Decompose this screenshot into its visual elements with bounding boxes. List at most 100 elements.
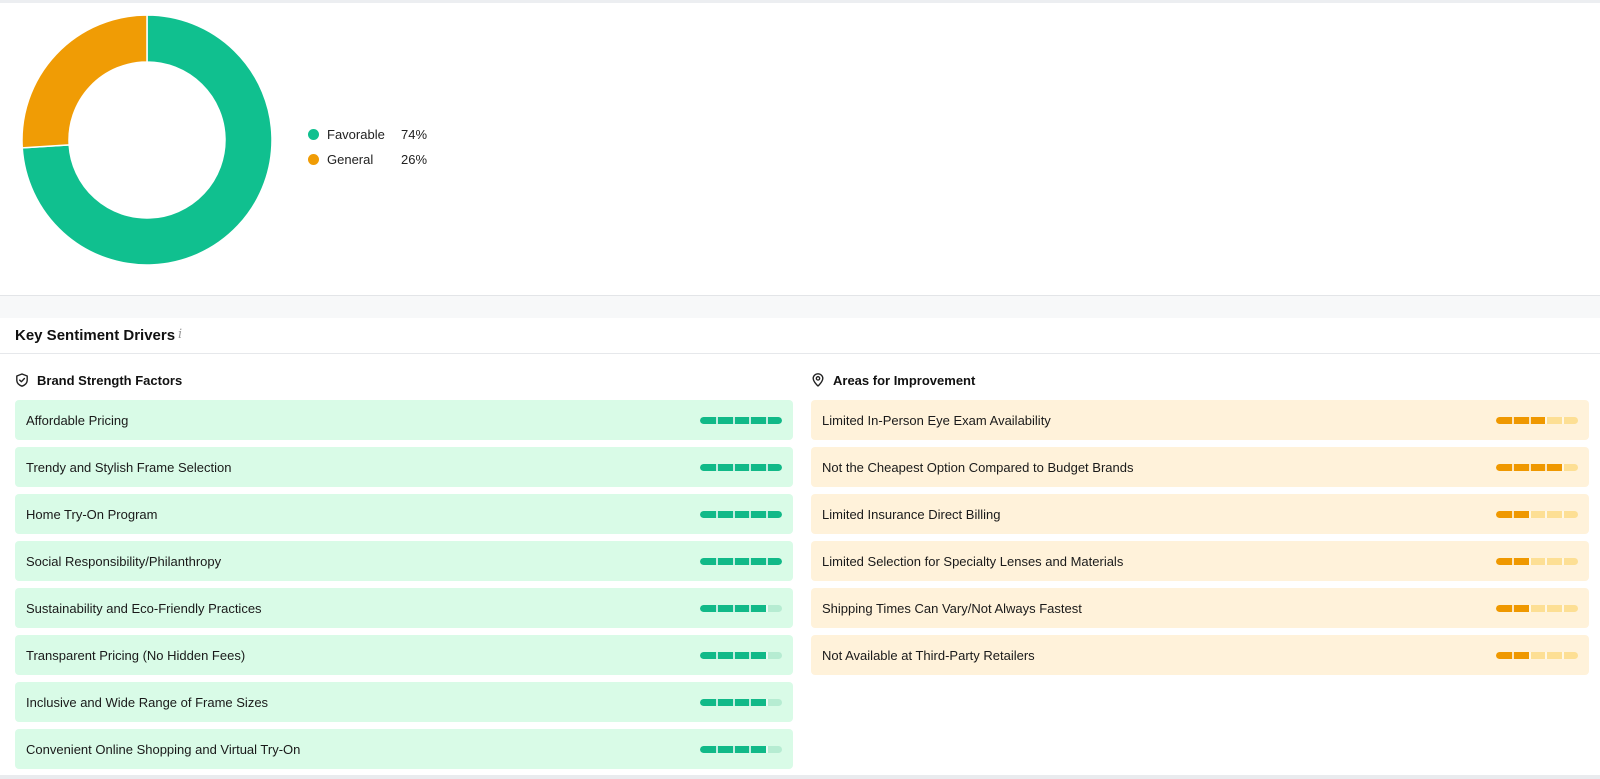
shield-check-icon [16,373,28,387]
location-pin-icon [812,373,824,387]
bar-segment-gap [749,651,752,659]
bar-segment-gap [749,463,752,471]
driver-item[interactable]: Not the Cheapest Option Compared to Budg… [811,447,1589,487]
bar-segment-gap [1545,557,1548,565]
legend-dot-general [308,154,319,165]
bar-segment-gap [1528,604,1531,612]
bar-segment-gap [1528,651,1531,659]
bar-segment-gap [716,651,719,659]
driver-item[interactable]: Home Try-On Program [15,494,793,534]
driver-item[interactable]: Limited Selection for Specialty Lenses a… [811,541,1589,581]
bar-segment-gap [1561,651,1564,659]
bar-segment-gap [1528,463,1531,471]
driver-label: Social Responsibility/Philanthropy [26,553,222,569]
driver-label: Transparent Pricing (No Hidden Fees) [26,647,246,663]
bar-segment-gap [1561,463,1564,471]
bar-segment-gap [765,416,768,424]
driver-score-bar [700,416,782,424]
driver-label: Inclusive and Wide Range of Frame Sizes [26,694,269,710]
bar-segment-gap [716,698,719,706]
bar-segment-gap [1512,557,1515,565]
bar-segment-gap [1512,416,1515,424]
driver-score-fill [700,557,782,565]
column-title: Brand Strength Factors [37,372,183,388]
legend-label: Favorable [327,127,385,142]
areas-for-improvement-list: Limited In-Person Eye Exam Availability N… [811,400,1589,675]
bar-segment-gap [749,510,752,518]
section-gap [0,296,1600,318]
bar-segment-gap [732,745,735,753]
bar-segment-gap [716,510,719,518]
driver-item[interactable]: Sustainability and Eco-Friendly Practice… [15,588,793,628]
legend-dot-favorable [308,129,319,140]
brand-strength-list: Affordable Pricing Trendy and Stylish Fra… [15,400,793,769]
section-divider [0,295,1600,296]
driver-item[interactable]: Convenient Online Shopping and Virtual T… [15,729,793,769]
bar-segment-gap [749,557,752,565]
bar-segment-gap [732,557,735,565]
donut-slice-favorable[interactable] [21,14,273,266]
bar-segment-gap [1545,604,1548,612]
bar-segment-gap [732,604,735,612]
legend-value: 74% [401,127,428,142]
driver-score-bar [700,604,782,612]
driver-score-fill [700,463,782,471]
driver-score-bar [1496,416,1578,424]
driver-score-bar [1496,651,1578,659]
driver-score-bar [1496,557,1578,565]
bar-segment-gap [749,604,752,612]
bar-segment-gap [1512,463,1515,471]
bar-segment-gap [765,510,768,518]
driver-label: Limited Selection for Specialty Lenses a… [822,553,1124,569]
driver-score-bar [700,510,782,518]
driver-label: Affordable Pricing [26,412,129,428]
bar-segment-gap [716,604,719,612]
driver-label: Shipping Times Can Vary/Not Always Faste… [822,600,1082,616]
driver-label: Limited In-Person Eye Exam Availability [822,412,1051,428]
driver-label: Trendy and Stylish Frame Selection [26,459,232,475]
bar-segment-gap [1545,510,1548,518]
bar-segment-gap [1561,604,1564,612]
driver-item[interactable]: Trendy and Stylish Frame Selection [15,447,793,487]
legend-item-general: General 26% [308,147,427,172]
sentiment-chart-panel: Favorable 74% General 26% [0,3,1600,296]
driver-item[interactable]: Affordable Pricing [15,400,793,440]
bar-segment-gap [749,698,752,706]
bar-segment-gap [765,463,768,471]
driver-item[interactable]: Limited In-Person Eye Exam Availability [811,400,1589,440]
driver-label: Convenient Online Shopping and Virtual T… [26,741,301,757]
driver-item[interactable]: Shipping Times Can Vary/Not Always Faste… [811,588,1589,628]
bar-segment-gap [1512,651,1515,659]
bar-segment-gap [1545,463,1548,471]
driver-label: Not the Cheapest Option Compared to Budg… [822,459,1134,475]
column-title: Areas for Improvement [833,372,976,388]
info-icon[interactable]: i [178,327,183,342]
bar-segment-gap [765,604,768,612]
bar-segment-gap [1512,510,1515,518]
sentiment-donut-chart [21,14,273,266]
driver-item[interactable]: Transparent Pricing (No Hidden Fees) [15,635,793,675]
bar-segment-gap [1528,416,1531,424]
legend-value: 26% [401,152,428,167]
areas-for-improvement-heading: Areas for Improvement [811,366,1589,394]
driver-label: Not Available at Third-Party Retailers [822,647,1035,663]
driver-score-bar [700,745,782,753]
areas-for-improvement-column: Areas for Improvement Limited In-Person … [811,366,1589,682]
driver-score-bar [700,651,782,659]
driver-item[interactable]: Social Responsibility/Philanthropy [15,541,793,581]
legend-item-favorable: Favorable 74% [308,122,427,147]
bar-segment-gap [765,557,768,565]
driver-item[interactable]: Limited Insurance Direct Billing [811,494,1589,534]
bar-segment-gap [732,510,735,518]
bar-segment-gap [1512,604,1515,612]
driver-score-bar [700,557,782,565]
driver-item[interactable]: Inclusive and Wide Range of Frame Sizes [15,682,793,722]
bar-segment-gap [732,698,735,706]
bar-segment-gap [732,416,735,424]
driver-score-fill [1496,416,1546,424]
driver-score-bar [700,463,782,471]
key-sentiment-drivers-header: Key Sentiment Drivers i [0,318,1600,354]
driver-label: Sustainability and Eco-Friendly Practice… [26,600,262,616]
driver-item[interactable]: Not Available at Third-Party Retailers [811,635,1589,675]
donut-slice-general[interactable] [21,14,148,149]
